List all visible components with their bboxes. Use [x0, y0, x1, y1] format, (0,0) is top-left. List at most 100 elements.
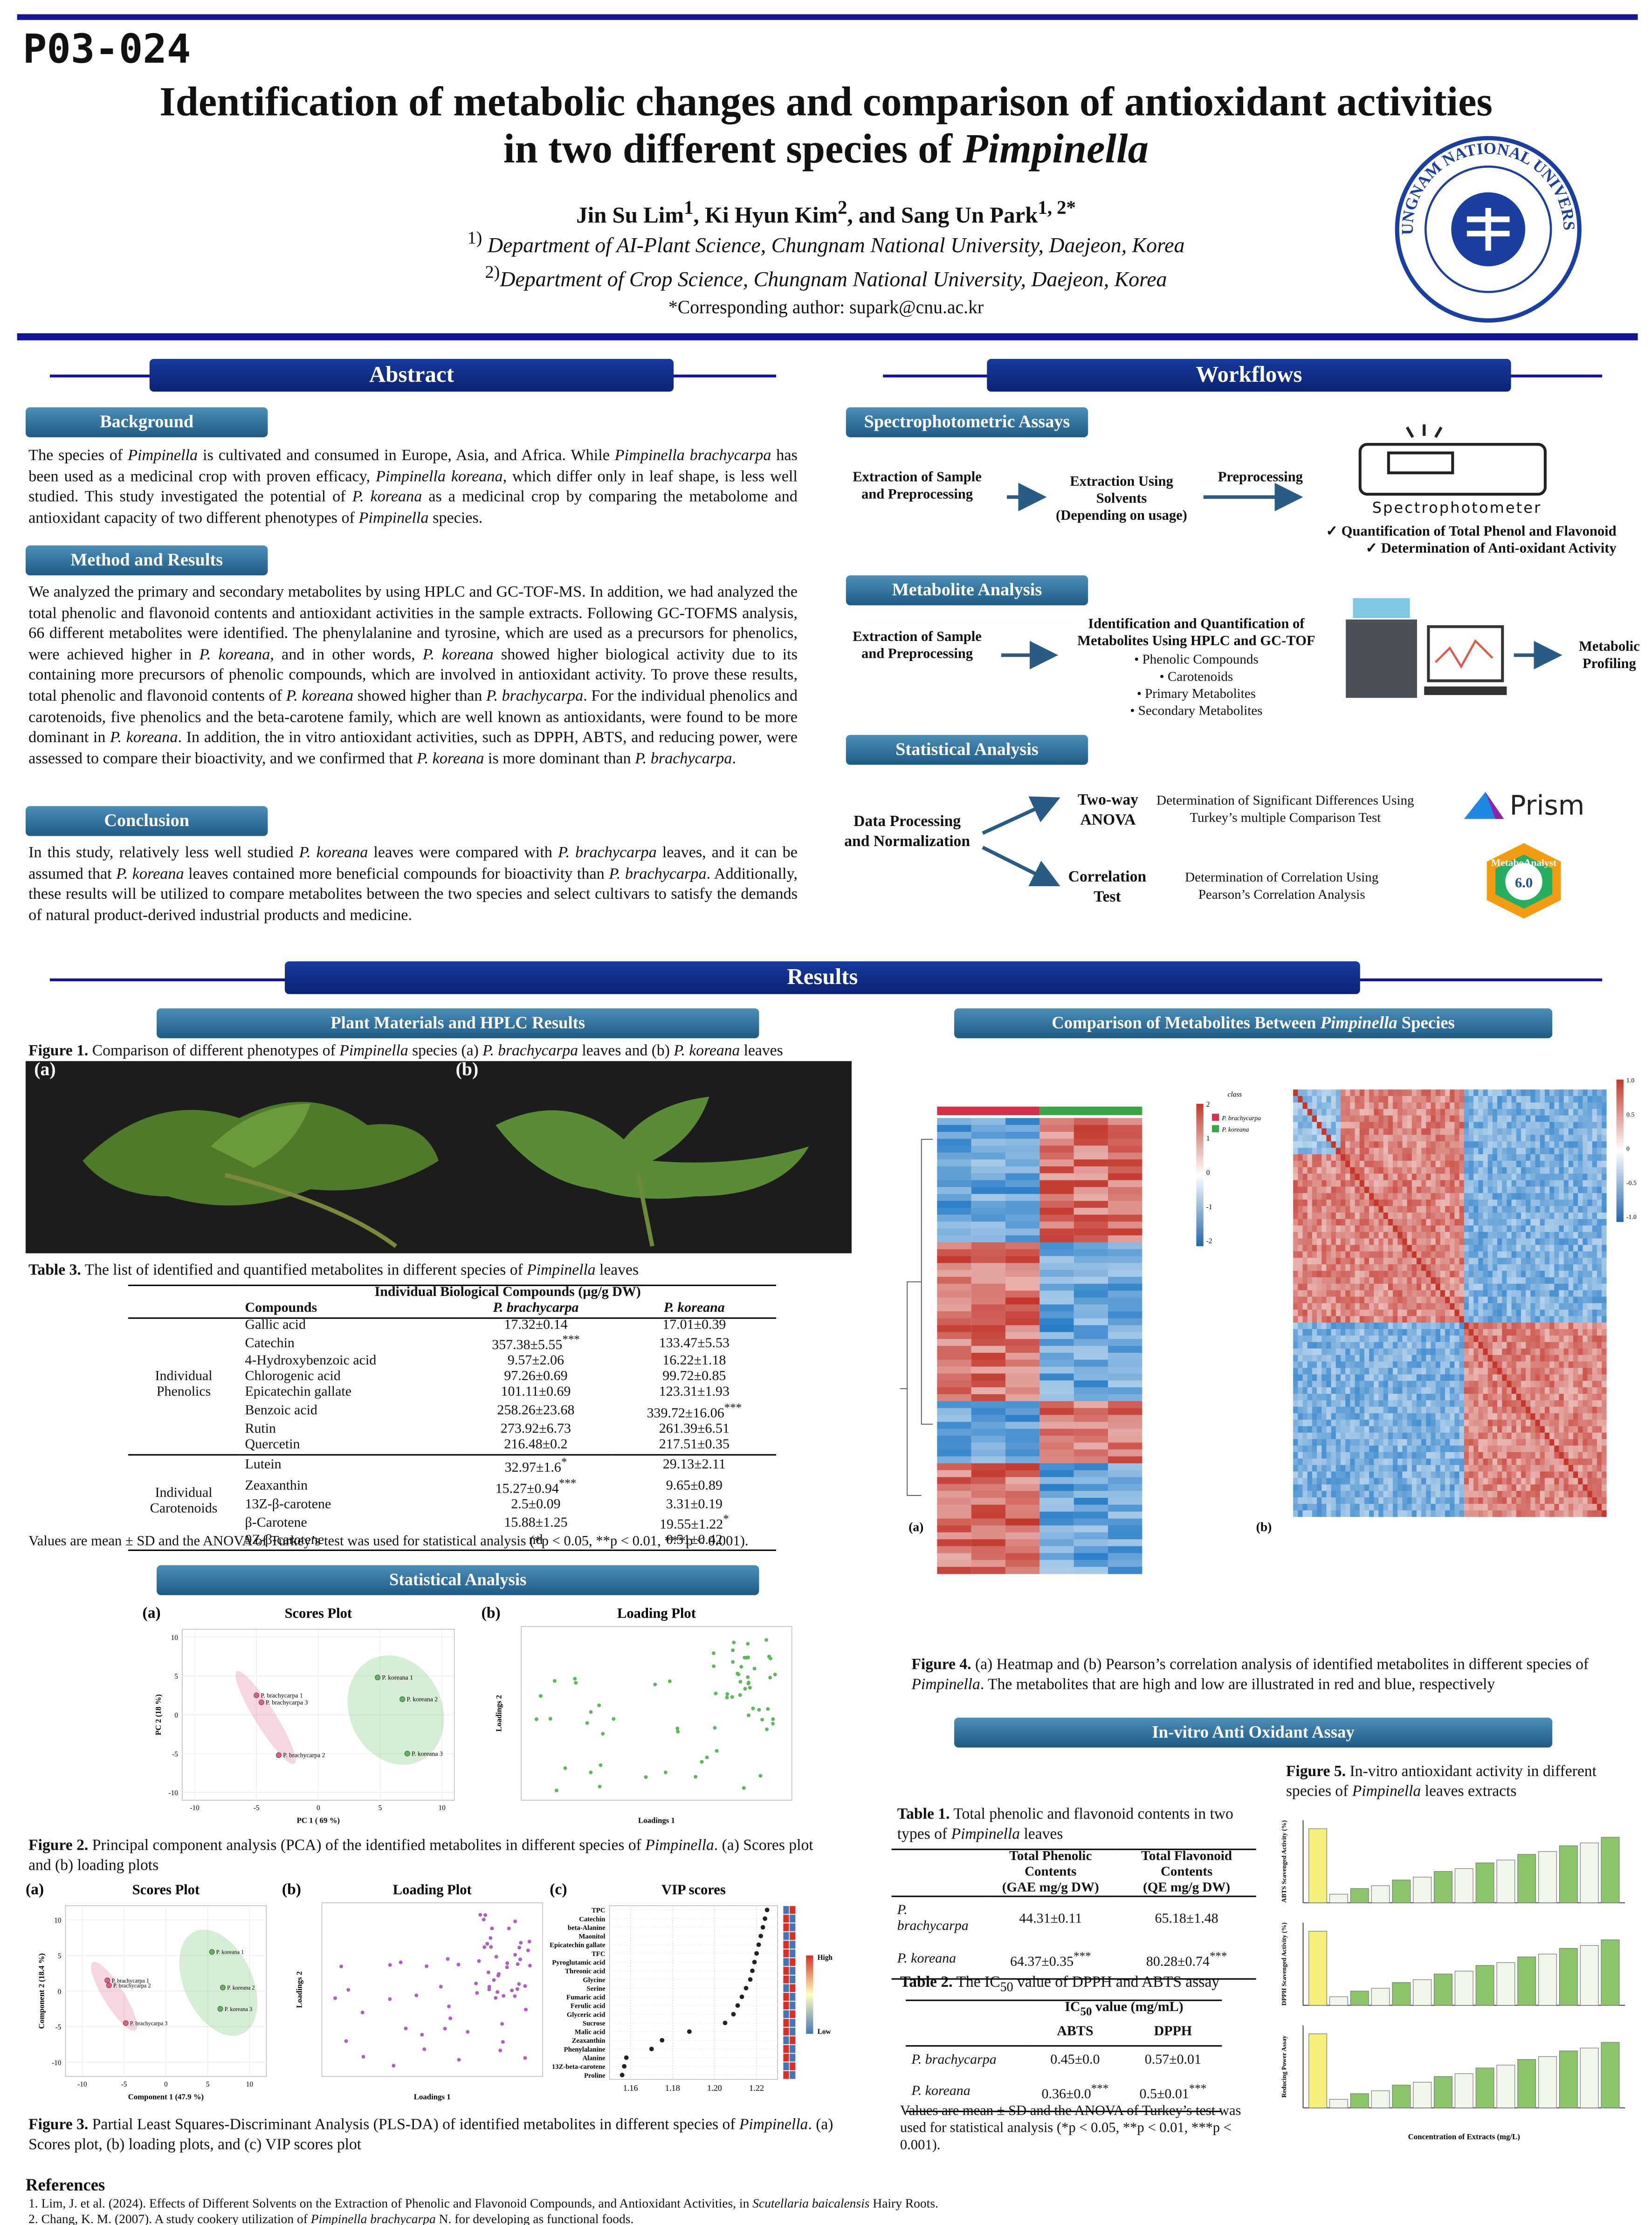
corr-cell: [1559, 1212, 1564, 1219]
corr-cell: [1516, 1400, 1521, 1407]
corr-cell: [1435, 1135, 1441, 1142]
loading-dot: [758, 1774, 763, 1778]
corr-cell: [1340, 1361, 1346, 1368]
value-cell: 357.38±5.55***: [459, 1334, 612, 1355]
corr-cell: [1568, 1102, 1574, 1109]
corr-cell: [1416, 1148, 1422, 1155]
loading-dot: [510, 1988, 514, 1992]
corr-cell: [1340, 1303, 1346, 1310]
corr-cell: [1312, 1303, 1317, 1310]
corr-cell: [1516, 1335, 1521, 1343]
heatmap-cell: [1108, 1449, 1143, 1457]
corr-cell: [1478, 1458, 1483, 1465]
corr-cell: [1445, 1296, 1450, 1303]
corr-cell: [1440, 1361, 1446, 1368]
corr-cell: [1302, 1406, 1308, 1413]
corr-cell: [1502, 1471, 1507, 1478]
corr-cell: [1549, 1458, 1555, 1465]
corr-cell: [1326, 1173, 1331, 1180]
heatmap-cell: [1005, 1352, 1040, 1360]
corr-cell: [1335, 1251, 1341, 1258]
corr-cell: [1468, 1381, 1474, 1388]
corr-cell: [1602, 1381, 1607, 1388]
corr-cell: [1435, 1251, 1441, 1258]
corr-cell: [1516, 1381, 1521, 1388]
corr-cell: [1407, 1452, 1412, 1459]
corr-cell: [1317, 1387, 1322, 1394]
heatmap-cell: [1039, 1463, 1074, 1471]
corr-cell: [1355, 1458, 1360, 1465]
corr-cell: [1388, 1458, 1393, 1465]
point-label: P. koreana 2: [227, 1984, 255, 1991]
corr-cell: [1464, 1154, 1469, 1161]
corr-cell: [1374, 1232, 1379, 1239]
corr-cell: [1578, 1393, 1583, 1401]
corr-cell: [1383, 1296, 1389, 1303]
corr-cell: [1454, 1446, 1459, 1453]
corr-cell: [1563, 1258, 1569, 1265]
author-sup: 2: [838, 196, 847, 218]
corr-cell: [1544, 1160, 1550, 1168]
corr-cell: [1317, 1433, 1322, 1440]
heatmap-cell: [971, 1511, 1005, 1519]
corr-cell: [1397, 1283, 1403, 1291]
heatmap-cell: [971, 1491, 1005, 1498]
corr-cell: [1298, 1115, 1303, 1122]
value: 15.88±1.25: [504, 1515, 568, 1530]
corr-cell: [1568, 1413, 1574, 1420]
corr-cell: [1473, 1458, 1479, 1465]
corr-cell: [1307, 1348, 1313, 1355]
corr-cell: [1540, 1323, 1545, 1329]
heatmap-cell: [971, 1228, 1005, 1236]
corr-cell: [1450, 1102, 1455, 1109]
corr-cell: [1544, 1368, 1550, 1375]
heatmap-cell: [937, 1567, 971, 1574]
corr-cell: [1440, 1283, 1446, 1291]
corr-cell: [1340, 1277, 1346, 1284]
corr-cell: [1392, 1096, 1398, 1103]
corr-cell: [1511, 1309, 1517, 1316]
corr-cell: [1359, 1471, 1365, 1478]
corr-cell: [1583, 1368, 1588, 1375]
heatmap-cell: [1039, 1277, 1074, 1284]
x-axis-label: PC 1 ( 69 %): [297, 1816, 340, 1825]
corr-cell: [1445, 1465, 1450, 1472]
corr-cell: [1516, 1342, 1521, 1349]
corr-cell: [1535, 1180, 1540, 1187]
caption: Figure 1. Comparison of different phenot…: [28, 1042, 840, 1061]
corr-cell: [1335, 1109, 1341, 1116]
corr-cell: [1378, 1141, 1384, 1148]
corr-cell: [1355, 1160, 1360, 1168]
corr-cell: [1535, 1368, 1540, 1375]
corr-cell: [1450, 1225, 1455, 1233]
corr-cell: [1340, 1471, 1346, 1478]
corr-cell: [1454, 1212, 1459, 1219]
corr-cell: [1554, 1426, 1559, 1433]
heatmap-cell: [1005, 1373, 1040, 1381]
corr-cell: [1559, 1251, 1564, 1258]
corr-cell: [1293, 1393, 1298, 1401]
corr-cell: [1317, 1109, 1322, 1116]
corr-cell: [1359, 1400, 1365, 1407]
corr-cell: [1549, 1439, 1555, 1446]
corr-cell: [1411, 1471, 1417, 1478]
loading-dot: [725, 1695, 729, 1700]
corr-cell: [1487, 1109, 1493, 1116]
corr-cell: [1435, 1199, 1441, 1206]
corr-cell: [1345, 1323, 1350, 1329]
corr-cell: [1392, 1303, 1398, 1310]
corr-cell: [1416, 1303, 1422, 1310]
corr-cell: [1450, 1193, 1455, 1200]
corr-cell: [1459, 1426, 1465, 1433]
heatmap-cell: [971, 1297, 1005, 1305]
corr-cell: [1587, 1089, 1593, 1096]
icon-part: [1353, 598, 1410, 618]
corr-cell: [1450, 1471, 1455, 1478]
vip-dot: [743, 1986, 749, 1991]
corr-cell: [1355, 1212, 1360, 1219]
corr-cell: [1464, 1433, 1469, 1440]
corr-cell: [1502, 1180, 1507, 1187]
loading-dot: [513, 1919, 517, 1923]
corr-cell: [1516, 1212, 1521, 1219]
corr-cell: [1293, 1154, 1298, 1161]
